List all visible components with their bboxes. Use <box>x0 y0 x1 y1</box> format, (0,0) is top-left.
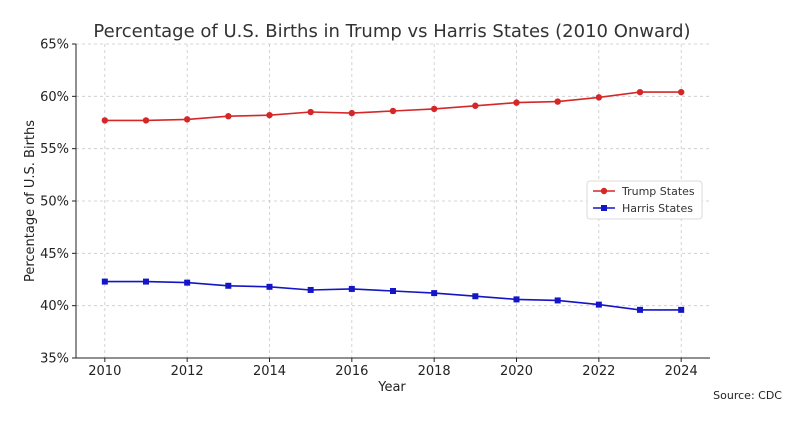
data-series <box>101 88 685 313</box>
chart-title: Percentage of U.S. Births in Trump vs Ha… <box>93 21 690 42</box>
axes <box>72 43 710 362</box>
x-tick-label: 2018 <box>418 364 451 379</box>
data-point <box>225 113 232 120</box>
legend-label: Harris States <box>622 202 693 215</box>
legend: Trump States Harris States <box>586 180 703 220</box>
data-point <box>307 108 314 116</box>
data-point <box>266 111 273 119</box>
tick-labels: 35% 40% 45% 50% 55% 60% 65% 2010 2012 2014 2016 201… <box>40 38 698 380</box>
data-point <box>677 88 685 96</box>
x-axis-label: Year <box>377 380 406 395</box>
data-point <box>184 279 191 286</box>
data-point <box>472 102 479 109</box>
data-point <box>431 290 438 297</box>
x-tick-label: 2020 <box>500 364 533 379</box>
y-tick-label: 45% <box>40 247 69 262</box>
data-point <box>142 278 149 285</box>
data-point <box>389 107 397 115</box>
y-tick-label: 40% <box>40 299 69 314</box>
legend-label: Trump States <box>621 185 695 198</box>
data-point <box>101 278 108 285</box>
data-point <box>348 285 355 292</box>
data-point <box>390 288 396 295</box>
legend-box <box>586 180 703 220</box>
x-tick-label: 2014 <box>253 364 286 379</box>
data-point <box>142 117 150 124</box>
data-point <box>595 301 602 308</box>
source-note: Source: CDC <box>713 389 782 402</box>
legend-marker <box>601 205 607 211</box>
data-point <box>554 297 561 304</box>
data-point <box>513 99 520 106</box>
data-point <box>678 306 685 313</box>
x-tick-label: 2012 <box>171 364 204 379</box>
data-point <box>513 296 520 303</box>
y-tick-label: 65% <box>40 38 69 53</box>
data-point <box>636 88 644 96</box>
data-point <box>101 117 109 124</box>
y-tick-label: 50% <box>40 195 69 210</box>
y-tick-label: 55% <box>40 142 69 157</box>
data-point <box>183 116 191 123</box>
x-tick-label: 2010 <box>88 364 121 379</box>
y-tick-label: 35% <box>40 352 69 367</box>
data-point <box>266 283 273 290</box>
legend-marker <box>600 187 608 195</box>
data-point <box>595 94 603 101</box>
data-point <box>637 306 644 313</box>
data-point <box>430 105 438 113</box>
x-tick-label: 2016 <box>335 364 368 379</box>
data-point <box>348 109 356 117</box>
y-axis-label: Percentage of U.S. Births <box>23 120 38 282</box>
x-tick-label: 2022 <box>582 364 615 379</box>
x-tick-label: 2024 <box>665 364 698 379</box>
data-point <box>554 98 561 105</box>
data-point <box>225 282 232 289</box>
data-point <box>472 293 479 300</box>
data-point <box>307 286 314 293</box>
y-tick-label: 60% <box>40 90 69 105</box>
